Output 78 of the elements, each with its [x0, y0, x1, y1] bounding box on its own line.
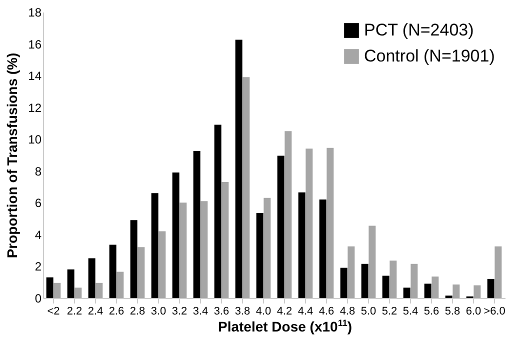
bar — [382, 276, 390, 298]
y-tick-label: 16 — [28, 37, 42, 52]
bar — [151, 193, 158, 298]
x-tick-label: 3.6 — [214, 306, 230, 318]
x-tick-label: 5.2 — [382, 306, 398, 318]
x-tick-label: 5.0 — [360, 306, 376, 318]
bar — [180, 202, 187, 298]
bar — [474, 285, 481, 298]
bar — [348, 246, 355, 298]
x-tick-label: 2.2 — [66, 306, 82, 318]
bar — [494, 246, 502, 298]
bar — [487, 278, 494, 298]
y-tick-label: 12 — [28, 100, 42, 115]
bar — [88, 258, 96, 298]
bar — [264, 198, 271, 298]
x-tick-label: 4.2 — [276, 306, 292, 318]
y-tick-label: 6 — [34, 196, 42, 210]
bar — [138, 247, 145, 298]
x-tick-label: <2 — [47, 306, 60, 318]
bar — [193, 151, 200, 298]
bar — [130, 220, 138, 298]
x-tick-label: 4.0 — [256, 306, 272, 318]
bar — [277, 156, 284, 298]
legend-label: PCT (N=2403) — [364, 20, 474, 40]
y-tick-label: 2 — [34, 260, 42, 274]
bar — [214, 124, 222, 298]
bar — [368, 226, 376, 298]
bar — [96, 282, 103, 298]
y-tick-label: 4 — [34, 228, 42, 242]
bar — [306, 148, 313, 298]
x-tick-label: 6.0 — [466, 306, 482, 318]
x-tick-label: 3.4 — [192, 306, 208, 318]
x-axis-title: Platelet Dose (x10$^{11}$) — [216, 318, 354, 335]
bar — [46, 277, 54, 298]
bar — [200, 201, 208, 298]
y-tick-label: 0 — [34, 292, 42, 306]
bar — [452, 284, 460, 298]
bar — [319, 199, 326, 298]
bar — [410, 264, 418, 298]
x-tick-label: 4.6 — [318, 306, 334, 318]
x-tick-label: 3.8 — [234, 306, 250, 318]
bar — [403, 288, 410, 298]
x-tick-label: 5.4 — [402, 306, 418, 318]
y-tick-label: 18 — [28, 6, 42, 20]
x-tick-label: 5.8 — [444, 306, 460, 318]
x-tick-label: 4.8 — [340, 306, 356, 318]
bar — [74, 288, 82, 298]
x-tick-label: 3.0 — [150, 306, 166, 318]
bar — [158, 231, 166, 298]
bar — [235, 40, 242, 298]
y-tick-label: 8 — [34, 164, 42, 178]
bar — [109, 244, 116, 298]
x-tick-label: 2.8 — [130, 306, 146, 318]
y-tick-label: 10 — [28, 132, 42, 147]
bar — [326, 148, 334, 298]
bar — [67, 269, 74, 298]
bar — [361, 264, 368, 298]
x-tick-label: 4.4 — [298, 306, 314, 318]
bar — [432, 276, 439, 298]
bar — [284, 131, 292, 298]
x-tick-label: 2.4 — [88, 306, 104, 318]
bar — [298, 192, 306, 298]
bar — [222, 182, 229, 298]
y-axis-title: Proportion of Transfusions (%) — [4, 52, 20, 258]
y-tick-label: 14 — [28, 69, 42, 84]
bar — [256, 212, 264, 298]
legend-label: Control (N=1901) — [364, 46, 495, 66]
x-tick-label: 3.2 — [172, 306, 188, 318]
x-tick-label: >6.0 — [484, 306, 506, 318]
bar — [242, 77, 250, 298]
bar — [340, 268, 348, 298]
bar — [172, 172, 180, 298]
bar — [390, 260, 397, 298]
bar — [424, 284, 432, 298]
x-tick-label: 2.6 — [108, 306, 124, 318]
bar — [116, 272, 124, 298]
bar — [54, 282, 61, 298]
x-tick-label: 5.6 — [424, 306, 440, 318]
